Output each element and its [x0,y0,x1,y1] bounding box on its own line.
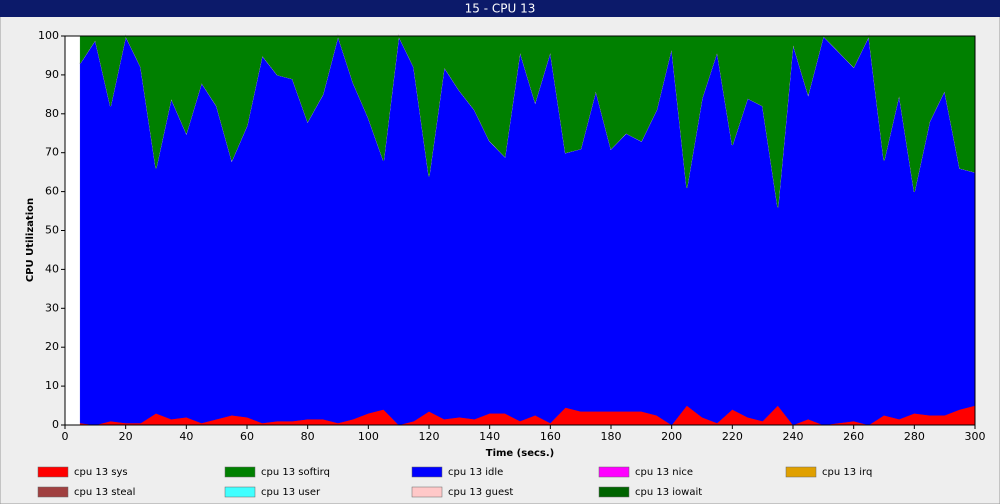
y-tick-label: 60 [45,185,59,198]
chart-title: 15 - CPU 13 [465,2,536,16]
legend-swatch [224,486,256,498]
legend-label: cpu 13 softirq [261,467,330,478]
legend-swatch [37,466,69,478]
y-tick-label: 10 [45,379,59,392]
legend-label: cpu 13 nice [635,467,693,478]
x-tick-label: 40 [179,430,193,443]
y-tick-label: 40 [45,262,59,275]
legend-label: cpu 13 idle [448,467,503,478]
legend-label: cpu 13 user [261,487,321,498]
x-tick-label: 160 [540,430,561,443]
y-tick-label: 50 [45,224,59,237]
legend-swatch [598,486,630,498]
legend-swatch [224,466,256,478]
x-tick-label: 0 [62,430,69,443]
x-tick-label: 200 [661,430,682,443]
x-tick-label: 60 [240,430,254,443]
x-axis-label: Time (secs.) [486,448,555,459]
x-tick-label: 140 [479,430,500,443]
y-tick-label: 30 [45,301,59,314]
legend-swatch [411,466,443,478]
y-tick-label: 70 [45,146,59,159]
legend-swatch [785,466,817,478]
legend-label: cpu 13 irq [822,467,872,478]
legend-swatch [411,486,443,498]
x-tick-label: 220 [722,430,743,443]
y-tick-label: 20 [45,340,59,353]
legend-swatch [598,466,630,478]
x-tick-label: 120 [419,430,440,443]
y-tick-label: 80 [45,107,59,120]
x-tick-label: 240 [783,430,804,443]
y-axis-label: CPU Utilization [25,198,36,282]
y-tick-label: 0 [52,418,59,431]
x-tick-label: 80 [301,430,315,443]
title-bar [0,0,1000,17]
x-tick-label: 260 [843,430,864,443]
legend-swatch [37,486,69,498]
y-tick-label: 100 [38,29,59,42]
legend-label: cpu 13 steal [74,487,135,498]
x-tick-label: 280 [904,430,925,443]
x-tick-label: 20 [119,430,133,443]
legend-label: cpu 13 guest [448,487,513,498]
x-tick-label: 180 [601,430,622,443]
legend-label: cpu 13 sys [74,467,128,478]
legend-label: cpu 13 iowait [635,487,702,498]
y-tick-label: 90 [45,68,59,81]
x-tick-label: 100 [358,430,379,443]
x-tick-label: 300 [965,430,986,443]
